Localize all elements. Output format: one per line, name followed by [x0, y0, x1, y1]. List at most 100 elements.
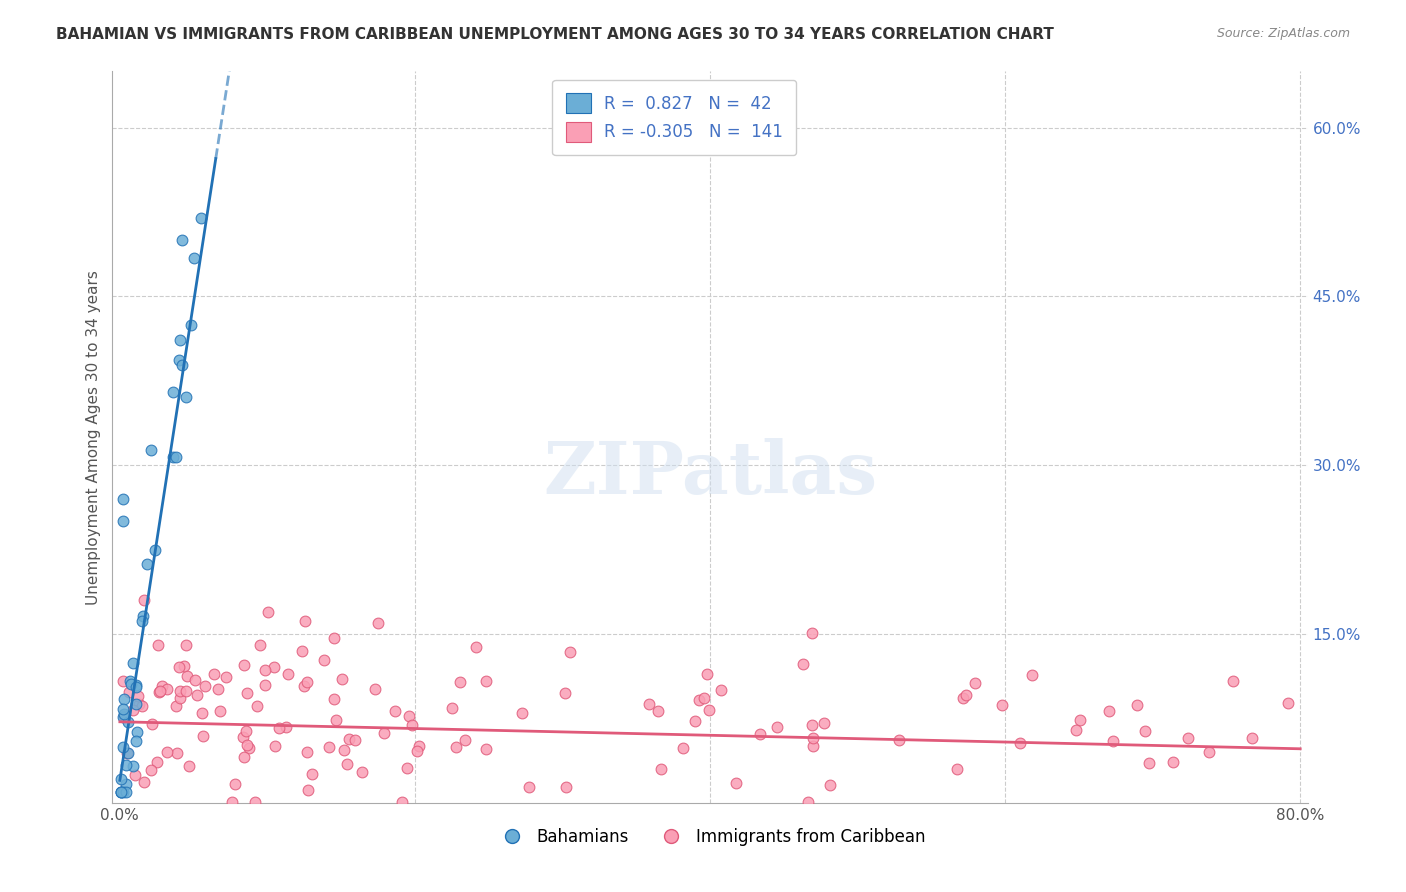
- Point: [1177, 731, 1199, 746]
- Text: ZIPatlas: ZIPatlas: [543, 438, 877, 509]
- Point: [510, 706, 533, 720]
- Point: [373, 726, 395, 740]
- Point: [1137, 756, 1160, 770]
- Point: [180, 318, 202, 332]
- Point: [1021, 668, 1043, 682]
- Point: [406, 744, 429, 758]
- Point: [441, 700, 464, 714]
- Point: [946, 762, 969, 776]
- Point: [332, 672, 354, 686]
- Point: [395, 761, 418, 775]
- Point: [813, 716, 835, 731]
- Point: [292, 679, 315, 693]
- Point: [1126, 698, 1149, 713]
- Point: [1010, 736, 1032, 750]
- Point: [156, 681, 179, 696]
- Point: [246, 699, 269, 714]
- Point: [169, 691, 191, 706]
- Point: [1198, 745, 1220, 759]
- Point: [118, 684, 141, 698]
- Point: [118, 673, 141, 688]
- Point: [554, 686, 576, 700]
- Point: [207, 682, 229, 697]
- Point: [235, 739, 257, 753]
- Point: [398, 709, 420, 723]
- Point: [269, 721, 291, 735]
- Point: [318, 739, 340, 754]
- Point: [110, 772, 132, 786]
- Point: [186, 688, 208, 702]
- Point: [121, 657, 143, 671]
- Point: [125, 678, 148, 692]
- Point: [295, 745, 318, 759]
- Point: [558, 645, 581, 659]
- Point: [194, 679, 217, 693]
- Point: [990, 698, 1012, 713]
- Point: [112, 673, 135, 688]
- Point: [1098, 704, 1121, 718]
- Point: [112, 710, 135, 724]
- Point: [475, 742, 498, 756]
- Point: [115, 784, 138, 798]
- Point: [257, 605, 280, 619]
- Point: [401, 717, 423, 731]
- Point: [236, 686, 259, 700]
- Point: [274, 720, 297, 734]
- Point: [367, 616, 389, 631]
- Point: [125, 734, 148, 748]
- Point: [233, 657, 256, 672]
- Point: [125, 725, 148, 739]
- Point: [322, 692, 344, 706]
- Point: [952, 691, 974, 706]
- Point: [352, 765, 374, 780]
- Point: [117, 714, 139, 729]
- Point: [887, 732, 910, 747]
- Point: [111, 784, 134, 798]
- Point: [796, 795, 818, 809]
- Point: [1102, 734, 1125, 748]
- Point: [174, 684, 197, 698]
- Point: [148, 685, 170, 699]
- Point: [112, 707, 135, 722]
- Point: [111, 515, 134, 529]
- Point: [710, 682, 733, 697]
- Point: [449, 675, 471, 690]
- Point: [254, 678, 277, 692]
- Point: [162, 385, 184, 400]
- Point: [765, 720, 787, 734]
- Point: [170, 358, 193, 372]
- Point: [263, 660, 285, 674]
- Point: [322, 631, 344, 645]
- Point: [253, 663, 276, 677]
- Point: [249, 638, 271, 652]
- Text: BAHAMIAN VS IMMIGRANTS FROM CARIBBEAN UNEMPLOYMENT AMONG AGES 30 TO 34 YEARS COR: BAHAMIAN VS IMMIGRANTS FROM CARIBBEAN UN…: [56, 27, 1054, 42]
- Point: [801, 718, 824, 732]
- Point: [112, 702, 135, 716]
- Point: [170, 233, 193, 247]
- Point: [314, 653, 336, 667]
- Point: [1161, 755, 1184, 769]
- Point: [221, 795, 243, 809]
- Point: [801, 625, 824, 640]
- Point: [245, 795, 267, 809]
- Point: [149, 683, 172, 698]
- Point: [174, 638, 197, 652]
- Point: [1133, 723, 1156, 738]
- Point: [131, 615, 153, 629]
- Point: [517, 780, 540, 794]
- Point: [127, 689, 149, 703]
- Point: [454, 733, 477, 747]
- Point: [464, 640, 486, 655]
- Point: [136, 557, 159, 571]
- Point: [139, 763, 162, 777]
- Point: [725, 775, 748, 789]
- Point: [650, 762, 672, 776]
- Point: [295, 675, 318, 690]
- Point: [803, 739, 825, 753]
- Point: [141, 716, 163, 731]
- Y-axis label: Unemployment Among Ages 30 to 34 years: Unemployment Among Ages 30 to 34 years: [86, 269, 101, 605]
- Point: [174, 390, 197, 404]
- Point: [792, 657, 814, 671]
- Point: [165, 450, 187, 465]
- Point: [235, 723, 257, 738]
